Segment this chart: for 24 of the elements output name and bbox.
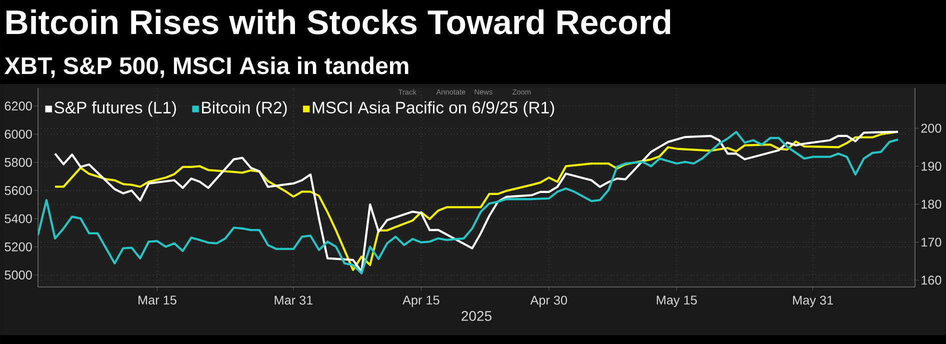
y-tick-label: 6000 [4, 130, 32, 139]
x-tick-label: Apr 30 [530, 296, 568, 308]
chart-subtitle: XBT, S&P 500, MSCI Asia in tandem [4, 56, 408, 78]
x-axis-title: 2025 [462, 311, 492, 321]
x-tick-label: Mar 15 [138, 296, 176, 305]
legend-label: Bitcoin (R2) [202, 101, 287, 117]
y-tick-label: 5800 [4, 158, 32, 167]
x-tick-label: Mar 31 [274, 296, 313, 305]
y-tick-label: 5400 [4, 214, 32, 224]
y2-tick-label: 160 [922, 276, 942, 285]
legend-label: S&P futures (L1) [54, 101, 176, 117]
y-tick-label: 5600 [4, 186, 32, 196]
y2-tick-label: 180 [922, 200, 942, 209]
y-tick-label: 6200 [4, 102, 32, 111]
y2-tick-label: 200 [921, 124, 942, 133]
y-tick-label: 5200 [4, 242, 32, 252]
x-tick-label: Apr 15 [402, 296, 440, 308]
x-tick-label: May 31 [793, 296, 833, 308]
chart-title: Bitcoin Rises with Stocks Toward Record [6, 9, 670, 34]
y2-tick-label: 170 [922, 238, 942, 247]
legend-label: MSCI Asia Pacific on 6/9/25 (R1) [312, 101, 554, 117]
x-tick-label: May 15 [656, 296, 697, 308]
y2-tick-label: 190 [922, 162, 942, 171]
y-tick-label: 5000 [4, 270, 32, 280]
